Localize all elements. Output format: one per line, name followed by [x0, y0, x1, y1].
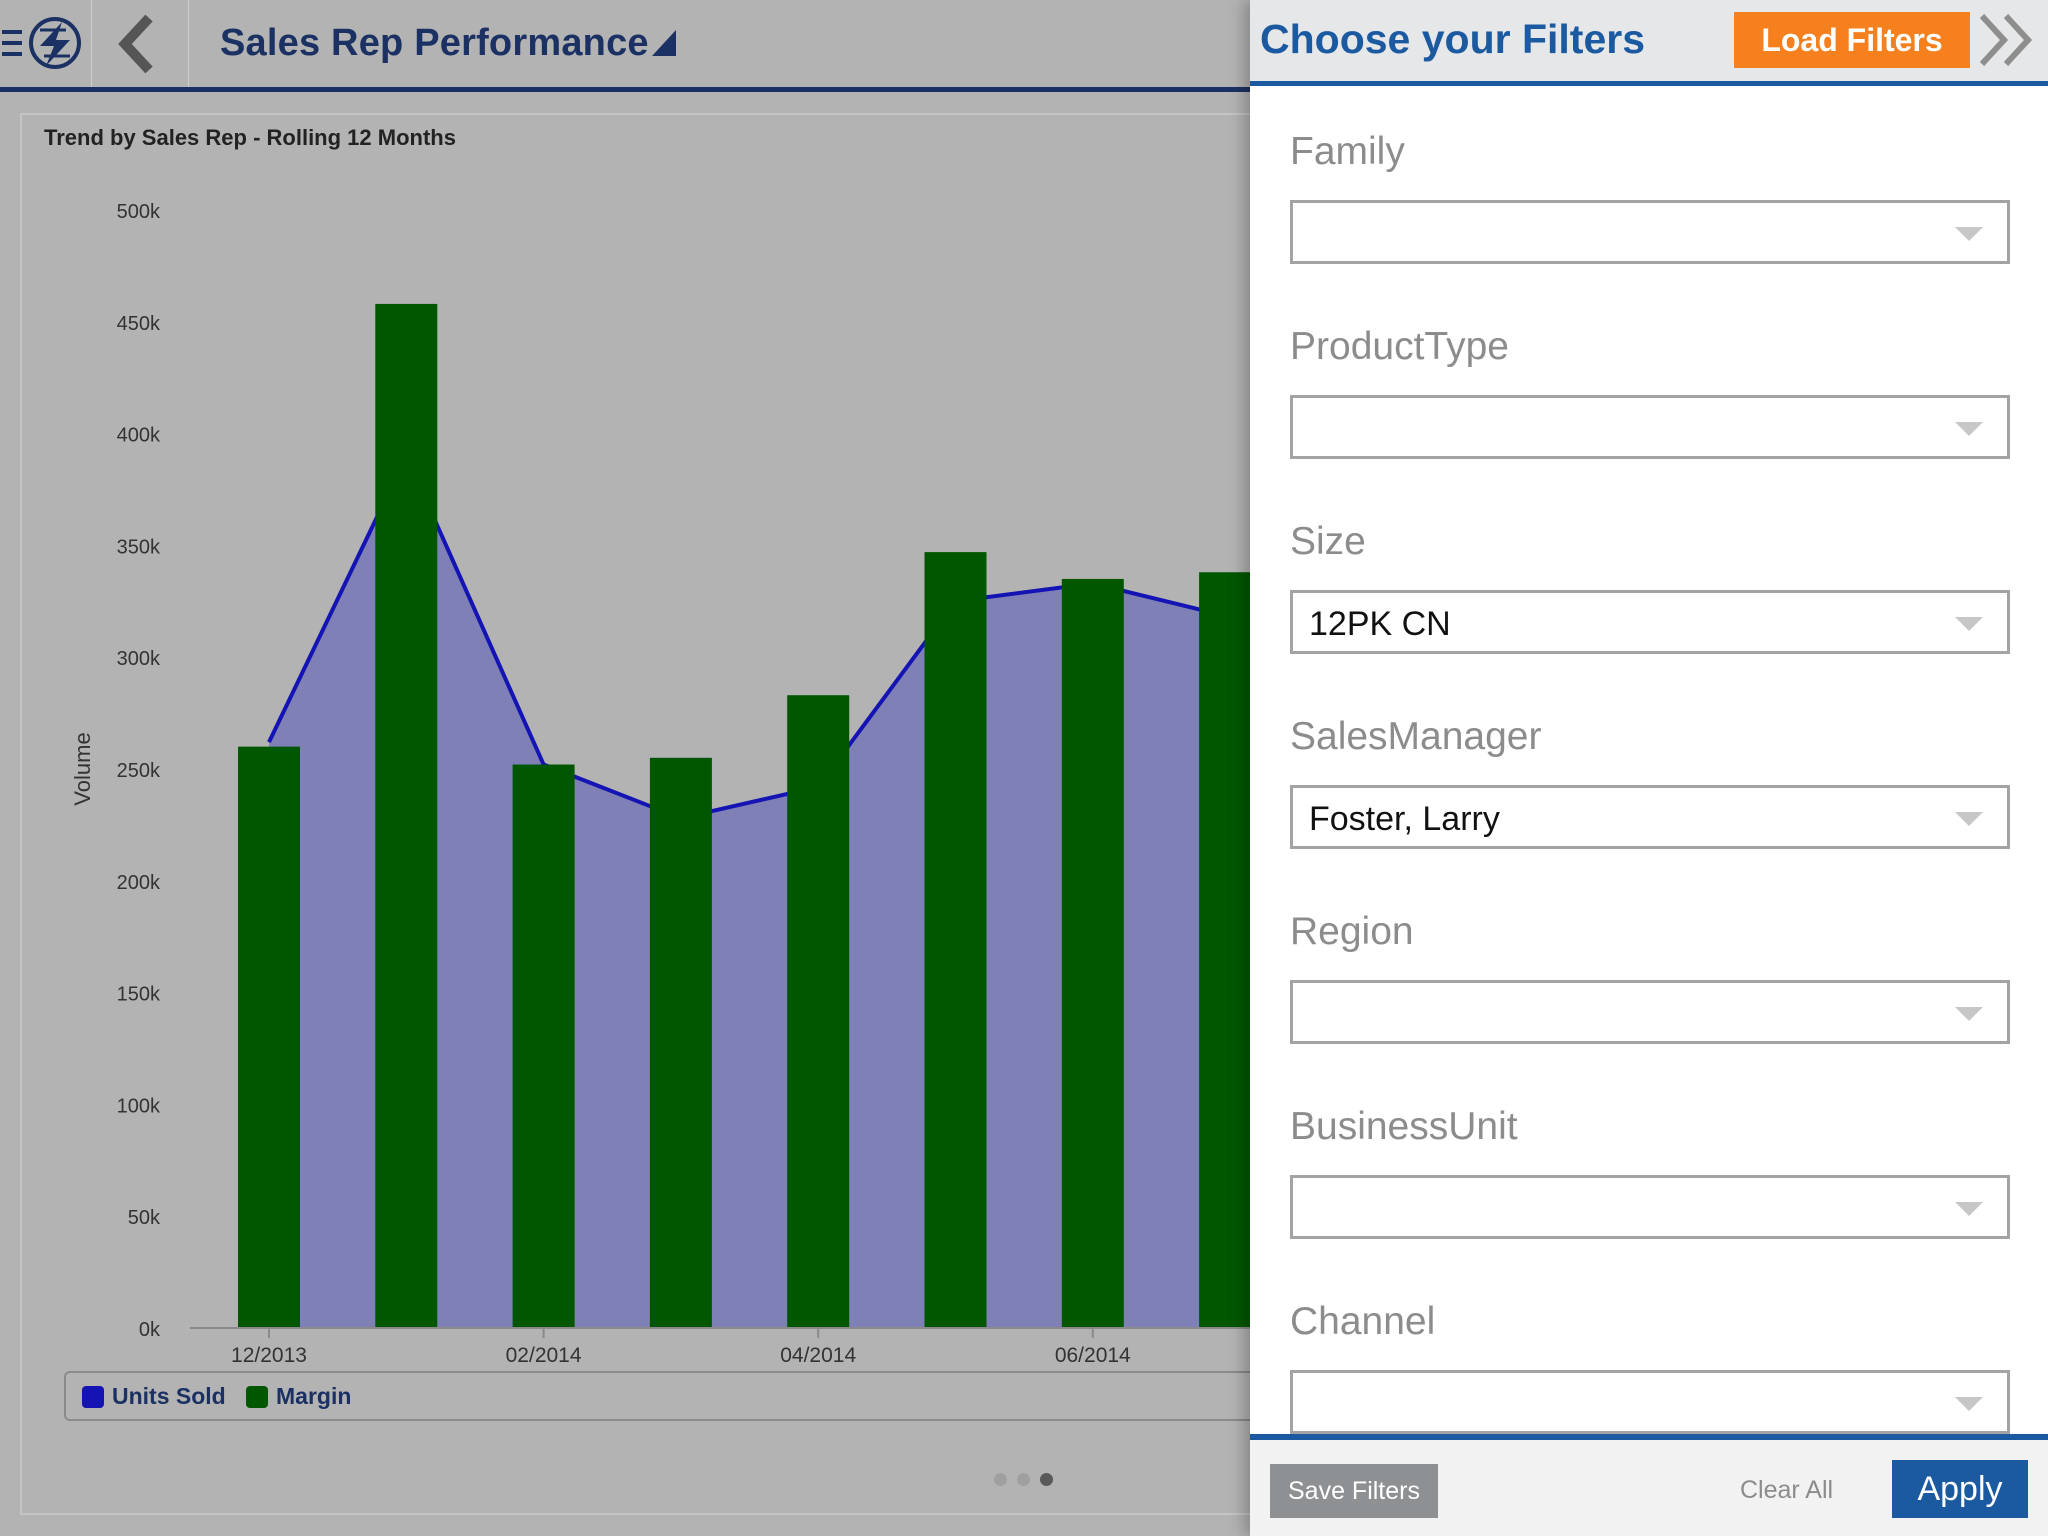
y-tick-label: 150k — [117, 984, 161, 1006]
y-tick-label: 250k — [117, 760, 161, 782]
back-button[interactable] — [93, 0, 189, 87]
chart-panel: Trend by Sales Rep - Rolling 12 Months 0… — [20, 113, 1364, 1515]
x-tick-label: 04/2014 — [780, 1344, 856, 1365]
filter-group-businessunit: BusinessUnit — [1290, 1105, 2010, 1239]
y-tick-label: 450k — [117, 313, 161, 335]
y-tick-label: 350k — [117, 536, 161, 558]
filter-label-producttype: ProductType — [1290, 325, 1509, 368]
y-tick-label: 200k — [117, 872, 161, 894]
x-tick-label: 02/2014 — [506, 1344, 582, 1365]
filter-select-region[interactable] — [1290, 980, 2010, 1044]
filter-select-size[interactable]: 12PK CN — [1290, 590, 2010, 654]
filter-group-salesmanager: SalesManager Foster, Larry — [1290, 715, 2010, 849]
menu-button[interactable] — [0, 0, 92, 87]
y-tick-label: 0k — [139, 1319, 161, 1341]
collapse-panel-icon[interactable] — [1976, 8, 2040, 72]
bar-margin — [238, 746, 300, 1328]
chevron-down-icon — [1955, 422, 1983, 436]
filter-group-producttype: ProductType — [1290, 325, 2010, 459]
filter-group-region: Region — [1290, 910, 2010, 1044]
y-tick-label: 50k — [128, 1207, 161, 1229]
bar-margin — [1061, 578, 1124, 1328]
filter-select-producttype[interactable] — [1290, 395, 2010, 459]
filter-select-businessunit[interactable] — [1290, 1175, 2010, 1239]
filter-footer: Save Filters Clear All Apply — [1250, 1434, 2048, 1536]
legend-label-margin: Margin — [276, 1383, 352, 1409]
filter-panel: Choose your Filters Load Filters Family P… — [1250, 0, 2048, 1536]
chevron-down-icon — [1955, 812, 1983, 826]
clear-all-link[interactable]: Clear All — [1740, 1476, 1834, 1504]
filter-group-size: Size 12PK CN — [1290, 520, 2010, 654]
save-filters-button[interactable]: Save Filters — [1270, 1464, 1438, 1518]
chevron-down-icon — [1955, 617, 1983, 631]
chevron-down-icon — [1955, 1202, 1983, 1216]
filter-select-family[interactable] — [1290, 200, 2010, 264]
page-dot-active[interactable] — [1040, 1473, 1053, 1486]
filter-select-salesmanager[interactable]: Foster, Larry — [1290, 785, 2010, 849]
chevron-down-icon — [1955, 227, 1983, 241]
y-tick-label: 300k — [117, 648, 161, 670]
x-tick-label: 12/2013 — [231, 1344, 307, 1365]
apply-button[interactable]: Apply — [1892, 1460, 2028, 1518]
y-tick-label: 500k — [117, 201, 161, 223]
bar-margin — [649, 757, 712, 1328]
chart-canvas: 0k 50k 100k 150k 200k 250k 300k 350k 400k 450k 500… — [70, 201, 1322, 1365]
menu-logo-icon — [2, 17, 81, 69]
chart-title: Trend by Sales Rep - Rolling 12 Months — [44, 125, 456, 150]
filter-value-size: 12PK CN — [1309, 605, 1451, 643]
filter-label-salesmanager: SalesManager — [1290, 715, 1542, 758]
bar-margin — [787, 695, 850, 1328]
y-axis-label: Volume — [70, 732, 95, 805]
legend-item-margin[interactable]: Margin — [246, 1383, 351, 1410]
y-tick-label: 400k — [117, 425, 161, 447]
filter-label-family: Family — [1290, 130, 1405, 173]
legend-label-units-sold: Units Sold — [112, 1383, 226, 1409]
filter-select-channel[interactable] — [1290, 1370, 2010, 1434]
legend-swatch-margin — [246, 1385, 268, 1408]
chevron-left-icon — [118, 14, 153, 74]
page-title[interactable]: Sales Rep Performance — [220, 22, 649, 64]
bar-margin — [924, 552, 987, 1328]
filter-group-family: Family — [1290, 130, 2010, 264]
load-filters-button[interactable]: Load Filters — [1734, 12, 1970, 68]
filter-title: Choose your Filters — [1260, 16, 1646, 62]
dropdown-corner-icon[interactable] — [650, 28, 678, 58]
x-tick-label: 06/2014 — [1055, 1344, 1131, 1365]
y-tick-label: 100k — [117, 1095, 161, 1117]
filter-header: Choose your Filters Load Filters — [1250, 0, 2048, 86]
filter-label-size: Size — [1290, 520, 1366, 563]
filter-value-salesmanager: Foster, Larry — [1309, 800, 1500, 838]
legend-item-units-sold[interactable]: Units Sold — [82, 1383, 226, 1410]
bar-margin — [375, 303, 438, 1328]
filter-group-channel: Channel — [1290, 1300, 2010, 1434]
chart-legend: Units Sold Margin — [64, 1371, 1364, 1421]
page-dot[interactable] — [994, 1473, 1007, 1486]
page-dot[interactable] — [1017, 1473, 1030, 1486]
filter-label-region: Region — [1290, 910, 1414, 953]
page-indicator[interactable] — [994, 1473, 1053, 1486]
legend-swatch-units-sold — [82, 1385, 104, 1408]
top-header: Sales Rep Performance — [0, 0, 1250, 92]
chevron-down-icon — [1955, 1397, 1983, 1411]
bar-margin — [512, 764, 575, 1328]
chevron-down-icon — [1955, 1007, 1983, 1021]
filter-label-channel: Channel — [1290, 1300, 1436, 1343]
filter-label-businessunit: BusinessUnit — [1290, 1105, 1518, 1148]
